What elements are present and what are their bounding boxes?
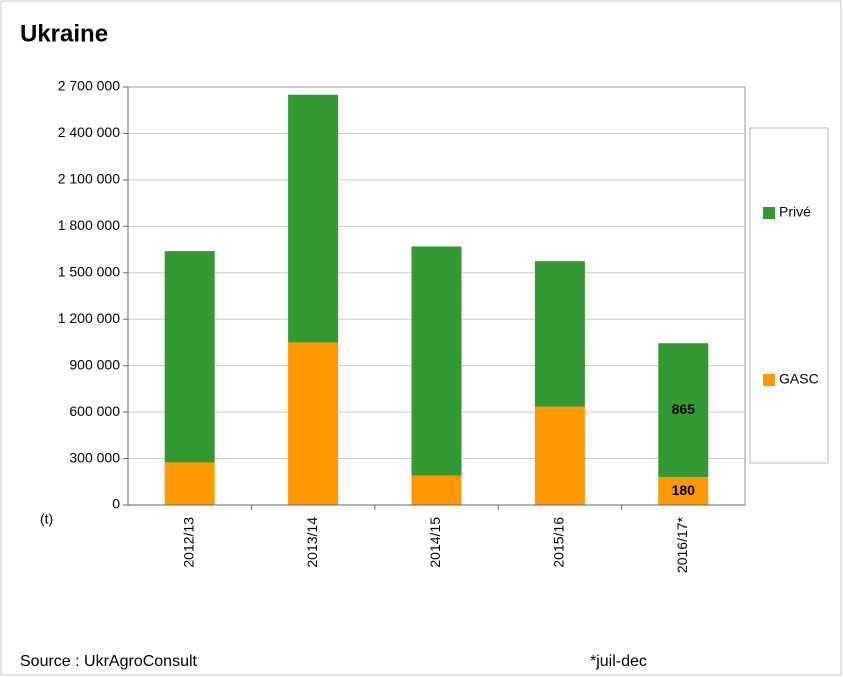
legend-swatch <box>763 374 775 386</box>
source: Source : UkrAgroConsult <box>20 653 198 670</box>
x-tick-label: 2014/15 <box>427 517 443 568</box>
x-tick-label: 2016/17* <box>674 516 690 573</box>
y-tick-label: 0 <box>112 496 120 512</box>
data-label: 865 <box>672 401 696 417</box>
y-tick-label: 1 200 000 <box>58 310 120 326</box>
x-tick-label: 2015/16 <box>551 517 567 568</box>
data-label: 180 <box>672 482 696 498</box>
y-tick-label: 2 400 000 <box>58 124 120 140</box>
y-tick-label: 2 700 000 <box>58 78 120 94</box>
y-tick-label: 900 000 <box>69 356 120 372</box>
x-tick-label: 2013/14 <box>304 517 320 568</box>
legend-box <box>749 127 829 464</box>
legend-swatch <box>763 207 775 219</box>
bar-segment <box>658 477 709 505</box>
legend-label: Privé <box>779 204 811 220</box>
x-tick-label: 2012/13 <box>180 517 196 568</box>
y-tick-label: 300 000 <box>69 449 120 465</box>
y-tick-label: 2 100 000 <box>58 171 120 187</box>
bar-segment <box>288 94 339 343</box>
bar-segment <box>411 246 462 476</box>
legend-label: GASC <box>779 371 819 387</box>
bar-segment <box>411 475 462 505</box>
bar-segment <box>164 462 215 505</box>
y-unit-label: (t) <box>40 511 53 527</box>
bar-segment <box>164 251 215 463</box>
bar-segment <box>534 261 585 407</box>
bar-segment <box>534 406 585 505</box>
y-tick-label: 1 800 000 <box>58 217 120 233</box>
y-tick-label: 1 500 000 <box>58 263 120 279</box>
bar-segment <box>288 342 339 505</box>
footnote: *juil-dec <box>590 653 647 670</box>
y-tick-label: 600 000 <box>69 403 120 419</box>
chart-title: Ukraine <box>20 20 108 47</box>
bar-segment <box>658 343 709 478</box>
